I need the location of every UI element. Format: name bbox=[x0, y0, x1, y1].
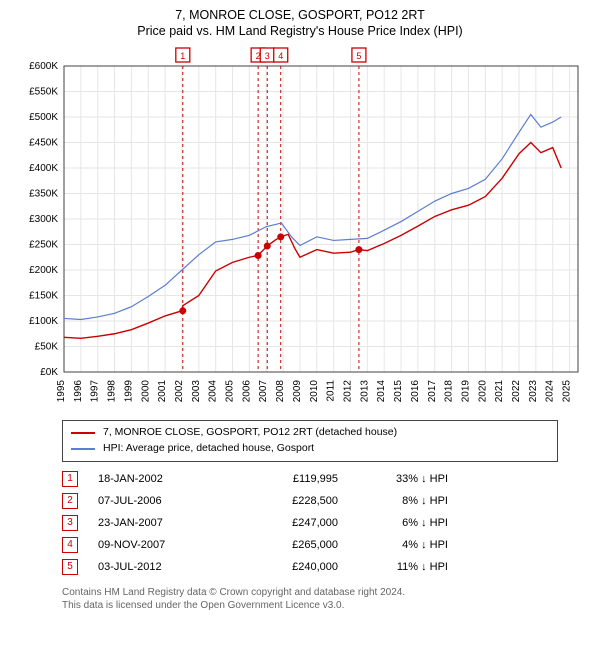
sale-marker: 4 bbox=[62, 537, 78, 553]
svg-text:2004: 2004 bbox=[208, 380, 219, 403]
sale-row: 2 07-JUL-2006 £228,500 8% ↓ HPI bbox=[62, 490, 558, 512]
svg-text:2024: 2024 bbox=[545, 380, 556, 403]
svg-text:2017: 2017 bbox=[427, 380, 438, 403]
sale-price: £240,000 bbox=[228, 561, 338, 573]
sale-date: 23-JAN-2007 bbox=[98, 517, 208, 529]
svg-text:£550K: £550K bbox=[29, 87, 58, 98]
sale-date: 07-JUL-2006 bbox=[98, 495, 208, 507]
footer: Contains HM Land Registry data © Crown c… bbox=[62, 586, 558, 612]
svg-text:2011: 2011 bbox=[326, 380, 337, 402]
svg-text:1996: 1996 bbox=[73, 380, 84, 403]
svg-text:2007: 2007 bbox=[258, 380, 269, 403]
svg-text:£400K: £400K bbox=[29, 163, 58, 174]
legend-swatch bbox=[71, 448, 95, 450]
svg-text:2015: 2015 bbox=[393, 380, 404, 403]
sale-diff: 11% ↓ HPI bbox=[358, 561, 448, 573]
sale-date: 03-JUL-2012 bbox=[98, 561, 208, 573]
sale-marker: 5 bbox=[62, 559, 78, 575]
svg-text:£350K: £350K bbox=[29, 189, 58, 200]
svg-text:2006: 2006 bbox=[241, 380, 252, 403]
svg-text:3: 3 bbox=[265, 51, 270, 61]
svg-text:2022: 2022 bbox=[511, 380, 522, 403]
sale-row: 4 09-NOV-2007 £265,000 4% ↓ HPI bbox=[62, 534, 558, 556]
sale-marker: 1 bbox=[62, 471, 78, 487]
footer-line: Contains HM Land Registry data © Crown c… bbox=[62, 586, 558, 599]
sale-diff: 8% ↓ HPI bbox=[358, 495, 448, 507]
svg-text:1998: 1998 bbox=[107, 380, 118, 403]
svg-text:2005: 2005 bbox=[225, 380, 236, 403]
sale-date: 18-JAN-2002 bbox=[98, 473, 208, 485]
legend-swatch bbox=[71, 432, 95, 434]
legend-item: HPI: Average price, detached house, Gosp… bbox=[71, 441, 549, 457]
svg-text:2023: 2023 bbox=[528, 380, 539, 403]
legend-label: 7, MONROE CLOSE, GOSPORT, PO12 2RT (deta… bbox=[103, 425, 397, 441]
svg-text:£50K: £50K bbox=[35, 342, 59, 353]
svg-text:1997: 1997 bbox=[90, 380, 101, 403]
sale-date: 09-NOV-2007 bbox=[98, 539, 208, 551]
chart-container: 7, MONROE CLOSE, GOSPORT, PO12 2RT Price… bbox=[0, 0, 600, 650]
svg-text:£450K: £450K bbox=[29, 138, 58, 149]
sale-diff: 4% ↓ HPI bbox=[358, 539, 448, 551]
svg-text:2021: 2021 bbox=[494, 380, 505, 403]
svg-text:£100K: £100K bbox=[29, 316, 58, 327]
svg-text:£200K: £200K bbox=[29, 265, 58, 276]
svg-text:2001: 2001 bbox=[157, 380, 168, 403]
svg-text:2019: 2019 bbox=[460, 380, 471, 403]
svg-text:£600K: £600K bbox=[29, 61, 58, 72]
svg-text:£500K: £500K bbox=[29, 112, 58, 123]
svg-text:2016: 2016 bbox=[410, 380, 421, 403]
svg-text:2008: 2008 bbox=[275, 380, 286, 403]
svg-text:2002: 2002 bbox=[174, 380, 185, 403]
svg-text:1999: 1999 bbox=[123, 380, 134, 403]
sale-row: 5 03-JUL-2012 £240,000 11% ↓ HPI bbox=[62, 556, 558, 578]
sale-price: £119,995 bbox=[228, 473, 338, 485]
svg-text:£0K: £0K bbox=[40, 367, 58, 378]
legend: 7, MONROE CLOSE, GOSPORT, PO12 2RT (deta… bbox=[62, 420, 558, 462]
sales-table: 1 18-JAN-2002 £119,995 33% ↓ HPI 2 07-JUL-200… bbox=[62, 468, 558, 578]
svg-text:2025: 2025 bbox=[562, 380, 573, 403]
svg-text:2014: 2014 bbox=[376, 380, 387, 403]
sale-price: £247,000 bbox=[228, 517, 338, 529]
svg-text:2010: 2010 bbox=[309, 380, 320, 403]
svg-text:1995: 1995 bbox=[56, 380, 67, 403]
svg-text:£300K: £300K bbox=[29, 214, 58, 225]
svg-text:2013: 2013 bbox=[359, 380, 370, 403]
sale-row: 3 23-JAN-2007 £247,000 6% ↓ HPI bbox=[62, 512, 558, 534]
svg-text:2020: 2020 bbox=[477, 380, 488, 403]
svg-text:£250K: £250K bbox=[29, 240, 58, 251]
svg-text:2012: 2012 bbox=[342, 380, 353, 403]
sale-row: 1 18-JAN-2002 £119,995 33% ↓ HPI bbox=[62, 468, 558, 490]
page-title: 7, MONROE CLOSE, GOSPORT, PO12 2RT bbox=[12, 8, 588, 22]
legend-item: 7, MONROE CLOSE, GOSPORT, PO12 2RT (deta… bbox=[71, 425, 549, 441]
svg-text:5: 5 bbox=[356, 51, 361, 61]
svg-text:4: 4 bbox=[278, 51, 283, 61]
sale-price: £228,500 bbox=[228, 495, 338, 507]
sale-price: £265,000 bbox=[228, 539, 338, 551]
page-subtitle: Price paid vs. HM Land Registry's House … bbox=[12, 24, 588, 38]
sale-marker: 2 bbox=[62, 493, 78, 509]
footer-line: This data is licensed under the Open Gov… bbox=[62, 599, 558, 612]
price-chart: £0K £50K £100K £150K £200K £250K £300K £350K £40… bbox=[12, 44, 588, 414]
legend-label: HPI: Average price, detached house, Gosp… bbox=[103, 441, 314, 457]
svg-text:£150K: £150K bbox=[29, 291, 58, 302]
chart-svg: £0K £50K £100K £150K £200K £250K £300K £350K £40… bbox=[12, 44, 588, 414]
sale-diff: 6% ↓ HPI bbox=[358, 517, 448, 529]
svg-text:2009: 2009 bbox=[292, 380, 303, 403]
sale-marker: 3 bbox=[62, 515, 78, 531]
svg-text:1: 1 bbox=[180, 51, 185, 61]
svg-text:2018: 2018 bbox=[444, 380, 455, 403]
svg-text:2000: 2000 bbox=[140, 380, 151, 403]
sale-diff: 33% ↓ HPI bbox=[358, 473, 448, 485]
svg-text:2003: 2003 bbox=[191, 380, 202, 403]
